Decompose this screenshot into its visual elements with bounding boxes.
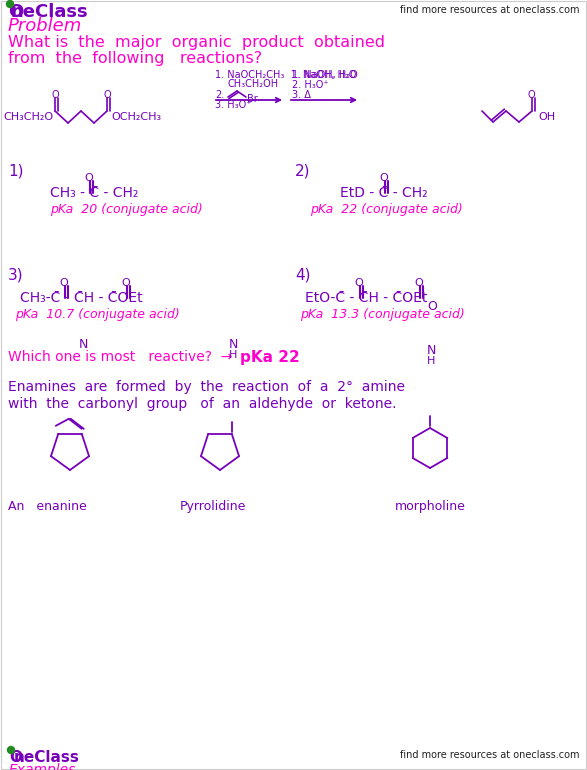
Text: 1): 1) xyxy=(8,163,23,178)
Text: 1. NaOCH₂CH₃  1. NaOH, H₂O: 1. NaOCH₂CH₃ 1. NaOH, H₂O xyxy=(215,70,356,80)
Text: 3. Δ: 3. Δ xyxy=(292,90,311,100)
Text: Enamines  are  formed  by  the  reaction  of  a  2°  amine: Enamines are formed by the reaction of a… xyxy=(8,380,405,394)
Text: 2): 2) xyxy=(295,163,311,178)
Text: CH₃CH₂O: CH₃CH₂O xyxy=(3,112,53,122)
Text: neClass: neClass xyxy=(11,3,89,21)
Text: pKa  22 (conjugate acid): pKa 22 (conjugate acid) xyxy=(310,203,463,216)
Text: O: O xyxy=(379,173,388,183)
Circle shape xyxy=(6,1,14,8)
Text: H: H xyxy=(427,356,436,366)
Text: 2. H₃O⁺: 2. H₃O⁺ xyxy=(292,80,329,90)
Text: 4): 4) xyxy=(295,268,311,283)
Text: O: O xyxy=(51,90,59,100)
Text: pKa 22: pKa 22 xyxy=(240,350,300,365)
Text: 1. NaOH, H₂O: 1. NaOH, H₂O xyxy=(292,70,357,80)
Text: O: O xyxy=(103,90,110,100)
Text: N: N xyxy=(229,338,238,351)
Text: CH₃CH₂OH: CH₃CH₂OH xyxy=(227,79,278,89)
Circle shape xyxy=(8,746,15,754)
Text: O: O xyxy=(427,300,437,313)
Text: from  the  following   reactions?: from the following reactions? xyxy=(8,51,262,66)
Text: Problem: Problem xyxy=(8,17,82,35)
Text: 2.: 2. xyxy=(215,90,224,100)
Text: H: H xyxy=(229,350,237,360)
Text: An   enanine: An enanine xyxy=(8,500,87,513)
Text: O: O xyxy=(8,3,23,21)
Text: O: O xyxy=(121,278,130,288)
Text: EtO-C̄ - C̄H - C̄OEt: EtO-C̄ - C̄H - C̄OEt xyxy=(305,291,427,305)
Text: neClass: neClass xyxy=(14,750,80,765)
Text: OCH₂CH₃: OCH₂CH₃ xyxy=(111,112,161,122)
Text: pKa  13.3 (conjugate acid): pKa 13.3 (conjugate acid) xyxy=(300,308,465,321)
Text: pKa  10.7 (conjugate acid): pKa 10.7 (conjugate acid) xyxy=(15,308,180,321)
Text: Which one is most   reactive?  →: Which one is most reactive? → xyxy=(8,350,232,364)
Text: EtD - C̄ - CH₂: EtD - C̄ - CH₂ xyxy=(340,186,427,200)
Text: O: O xyxy=(84,173,93,183)
Text: find more resources at oneclass.com: find more resources at oneclass.com xyxy=(400,750,579,760)
Text: O: O xyxy=(414,278,423,288)
Text: CH₃ - C̄ - CH₂: CH₃ - C̄ - CH₂ xyxy=(50,186,139,200)
Text: 3): 3) xyxy=(8,268,23,283)
Text: O: O xyxy=(9,750,22,765)
Text: Pyrrolidine: Pyrrolidine xyxy=(180,500,247,513)
Text: O: O xyxy=(528,90,535,100)
Text: O: O xyxy=(354,278,363,288)
Text: 3. H₃O⁺: 3. H₃O⁺ xyxy=(215,100,251,110)
Text: pKa  20 (conjugate acid): pKa 20 (conjugate acid) xyxy=(50,203,203,216)
Text: with  the  carbonyl  group   of  an  aldehyde  or  ketone.: with the carbonyl group of an aldehyde o… xyxy=(8,397,396,411)
Text: O: O xyxy=(59,278,68,288)
Text: N: N xyxy=(79,338,88,351)
Text: What is  the  major  organic  product  obtained: What is the major organic product obtain… xyxy=(8,35,385,50)
Text: CH₃-C̄ - C̄H - C̄OEt: CH₃-C̄ - C̄H - C̄OEt xyxy=(20,291,143,305)
Text: Examples: Examples xyxy=(9,763,76,770)
Text: morpholine: morpholine xyxy=(395,500,466,513)
Text: N: N xyxy=(427,344,436,357)
Text: OH: OH xyxy=(538,112,555,122)
Text: Br: Br xyxy=(247,94,258,104)
Text: find more resources at oneclass.com: find more resources at oneclass.com xyxy=(400,5,580,15)
